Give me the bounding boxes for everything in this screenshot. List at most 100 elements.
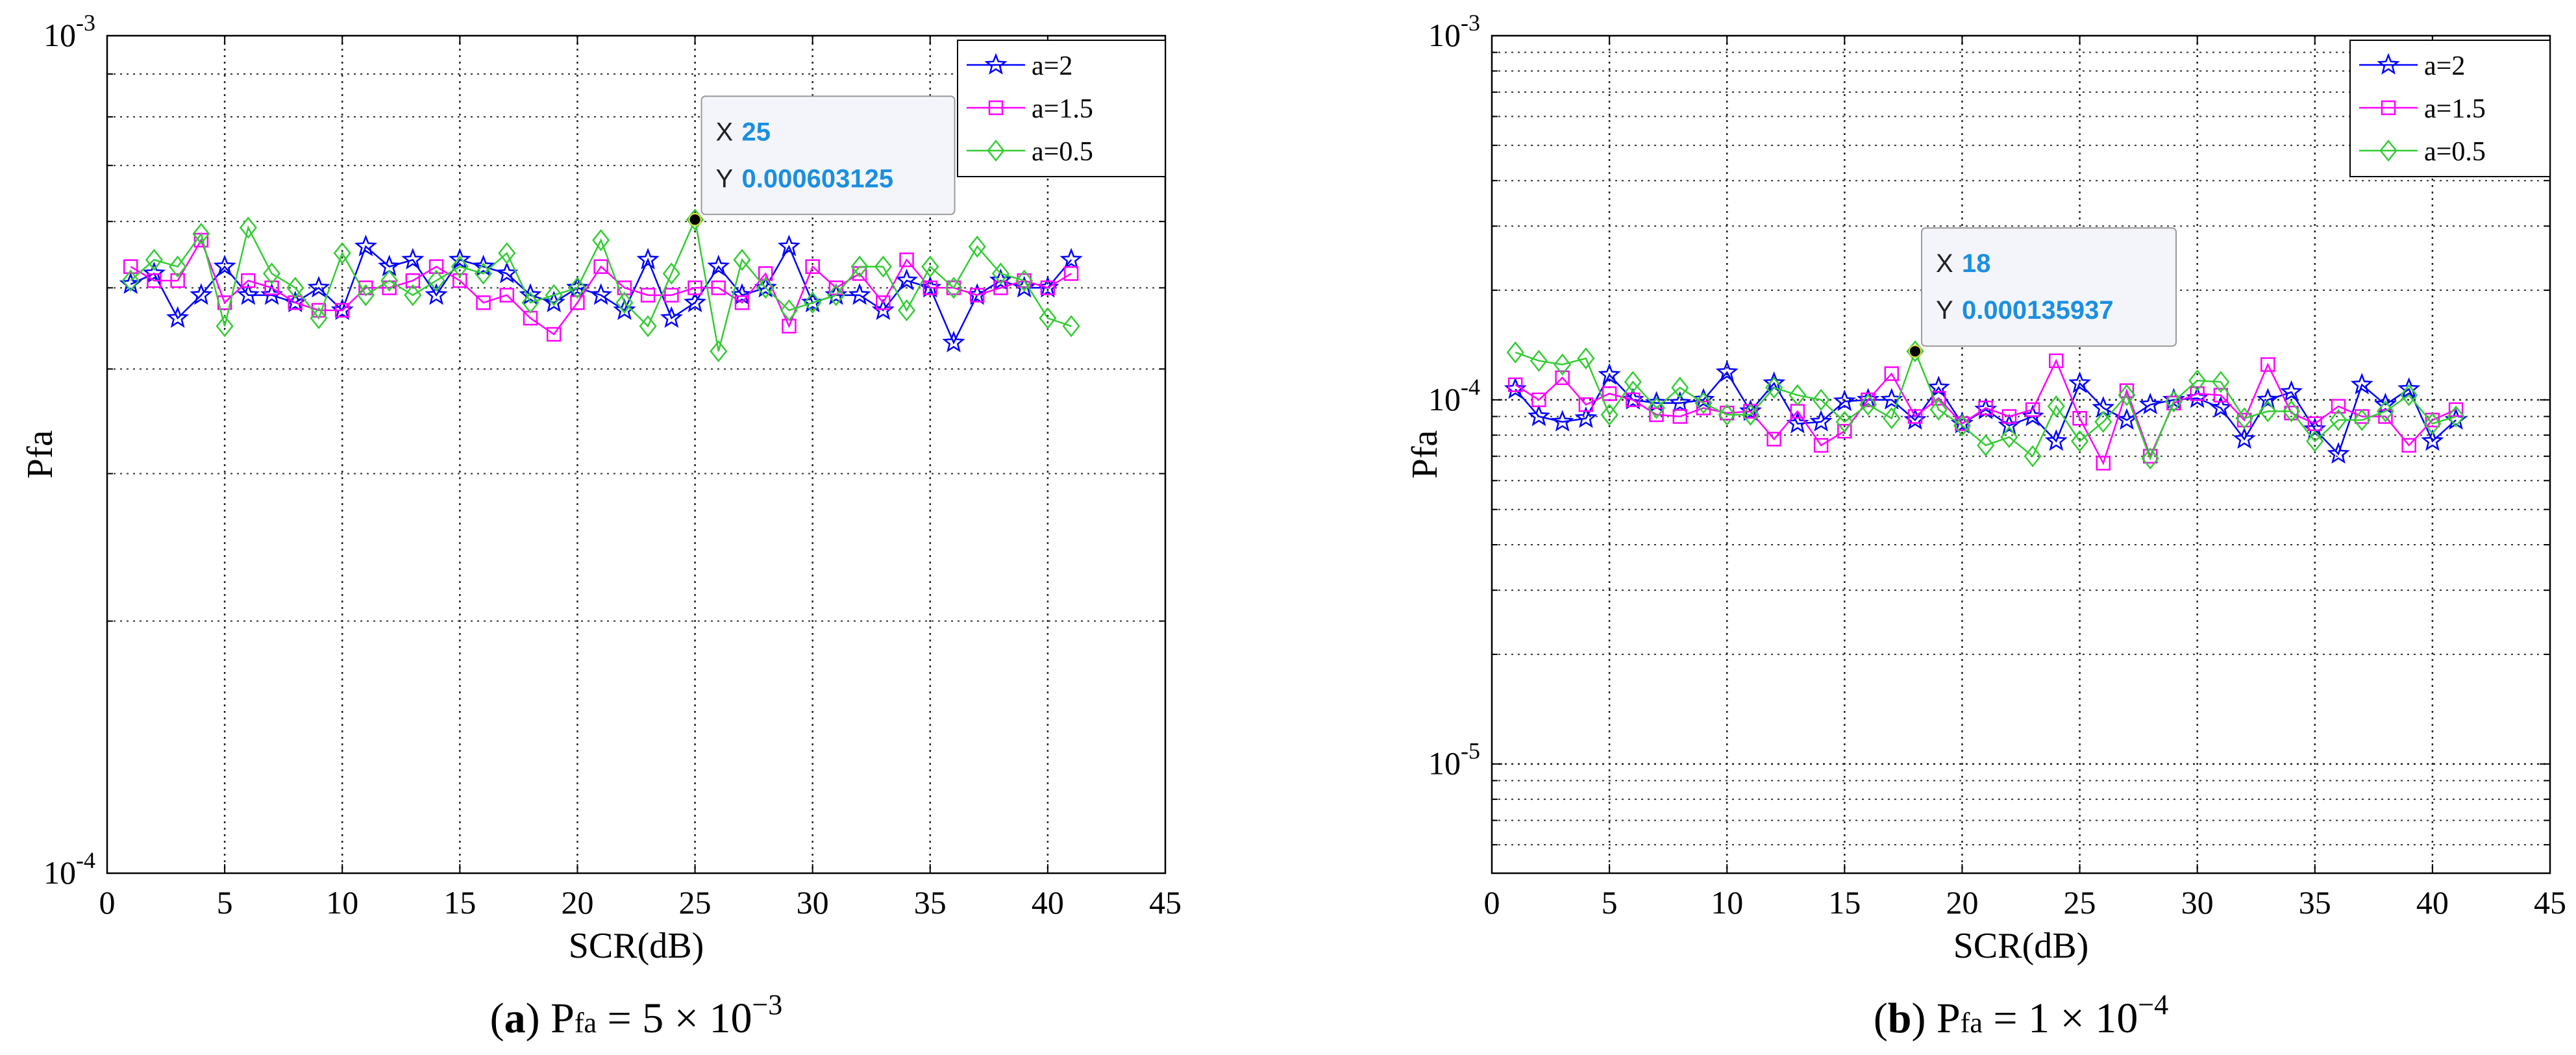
square-marker (428, 259, 444, 274)
star-marker (848, 283, 871, 305)
star-marker (2115, 408, 2138, 430)
y-tick-exponent: -4 (1461, 374, 1480, 400)
diamond-marker (1977, 434, 1995, 456)
panel-caption: (b) Pfa = 1 × 10−4 (1874, 989, 2168, 1042)
star-marker (2397, 377, 2421, 399)
star-marker (2280, 380, 2303, 402)
square-marker (805, 259, 820, 274)
diamond-marker (2423, 412, 2442, 435)
square-marker (1063, 266, 1079, 281)
x-axis-label: SCR(dB) (1953, 926, 2089, 966)
star-marker (401, 247, 425, 270)
y-tick-exponent: -3 (1461, 10, 1480, 36)
diamond-marker (1929, 398, 1948, 421)
legend-label: a=1.5 (1032, 94, 1093, 124)
square-marker (1907, 409, 1923, 424)
series-line (130, 238, 1072, 336)
diamond-marker (991, 262, 1010, 285)
star-marker (307, 275, 330, 298)
series-a-2 (119, 234, 1083, 353)
diamond-marker (521, 292, 539, 314)
square-marker (1531, 392, 1546, 408)
square-marker (2378, 409, 2393, 424)
square-marker (452, 273, 467, 288)
star-marker (2350, 373, 2373, 395)
diamond-marker (733, 249, 751, 271)
x-tick-label: 10 (326, 884, 358, 921)
star-marker (519, 283, 542, 305)
x-tick-label: 45 (2534, 884, 2566, 921)
star-marker (2327, 441, 2350, 464)
diamond-marker (404, 284, 422, 306)
diamond-marker (169, 255, 187, 278)
square-marker (241, 273, 256, 288)
square-marker (617, 280, 632, 295)
diamond-marker (1694, 391, 1713, 414)
star-marker (472, 254, 495, 277)
star-marker (942, 330, 965, 353)
diamond-marker (1015, 269, 1034, 292)
square-marker (264, 280, 279, 295)
caption-open: ( (490, 995, 504, 1042)
star-marker (730, 283, 754, 305)
star-marker (777, 234, 800, 256)
x-tick-label: 15 (443, 884, 476, 921)
square-marker (946, 280, 961, 295)
star-marker (166, 306, 190, 329)
diamond-marker (1859, 393, 1877, 416)
diamond-marker (2282, 400, 2301, 423)
caption-letter: a (504, 995, 526, 1042)
star-marker (2421, 429, 2444, 451)
diamond-marker (945, 277, 963, 299)
legend-label: a=2 (1032, 51, 1072, 81)
series-line (130, 217, 1072, 352)
square-marker (1672, 409, 1688, 424)
square-marker (1602, 386, 1617, 401)
star-marker (1692, 388, 1715, 410)
diamond-marker (2259, 400, 2277, 423)
diamond-marker (804, 292, 822, 314)
star-marker (213, 254, 236, 277)
square-marker (1578, 397, 1594, 412)
star-marker (1059, 247, 1083, 270)
star-marker (1598, 363, 1621, 385)
caption-eq: = 1 × 10 (1983, 995, 2138, 1042)
datatip: X 18 Y 0.000135937 (1909, 227, 2177, 358)
y-tick-label: 10-5 (1428, 738, 1480, 782)
diamond-marker (1062, 315, 1080, 338)
diamond-marker (568, 277, 587, 299)
square-marker (1507, 377, 1523, 392)
square-marker (2260, 357, 2275, 372)
star-marker (2256, 388, 2279, 410)
diamond-marker (897, 299, 916, 321)
caption-rest: ) P (526, 995, 575, 1042)
square-marker (2381, 100, 2396, 116)
y-tick-label: 10-4 (43, 847, 95, 891)
x-tick-label: 45 (1149, 884, 1182, 921)
legend-label: a=1.5 (2424, 94, 2486, 124)
star-marker (2068, 371, 2092, 393)
diamond-marker (1600, 403, 1618, 426)
diamond-marker (498, 242, 516, 264)
datatip-x-key: X (1936, 249, 1953, 278)
star-marker (190, 283, 213, 305)
star-marker (754, 275, 777, 298)
diamond-marker (451, 255, 469, 278)
datatip-point (688, 213, 702, 227)
star-marker (1668, 391, 1692, 413)
square-marker (2401, 438, 2416, 453)
diamond-marker (2379, 139, 2397, 162)
diamond-marker (1671, 377, 1689, 399)
star-marker (2209, 395, 2233, 418)
star-marker (542, 290, 565, 313)
y-axis-label: Pfa (20, 430, 60, 479)
square-marker (147, 273, 162, 288)
star-marker (425, 283, 448, 305)
diamond-marker (427, 269, 445, 292)
datatip-y-key: Y (1936, 296, 1953, 325)
square-marker (2190, 386, 2205, 401)
star-marker (2233, 427, 2256, 449)
diamond-marker (1953, 414, 1972, 437)
y-tick-label: 10-4 (1428, 374, 1480, 417)
diamond-marker (1835, 410, 1853, 433)
